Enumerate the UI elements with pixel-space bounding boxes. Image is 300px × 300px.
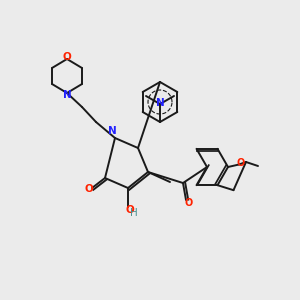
Text: O: O — [63, 52, 71, 62]
Text: O: O — [126, 205, 134, 215]
Text: O: O — [237, 158, 245, 167]
Text: O: O — [185, 198, 193, 208]
Text: N: N — [156, 98, 164, 108]
Text: O: O — [85, 184, 93, 194]
Text: N: N — [63, 90, 71, 100]
Text: N: N — [108, 126, 116, 136]
Text: H: H — [130, 208, 138, 218]
